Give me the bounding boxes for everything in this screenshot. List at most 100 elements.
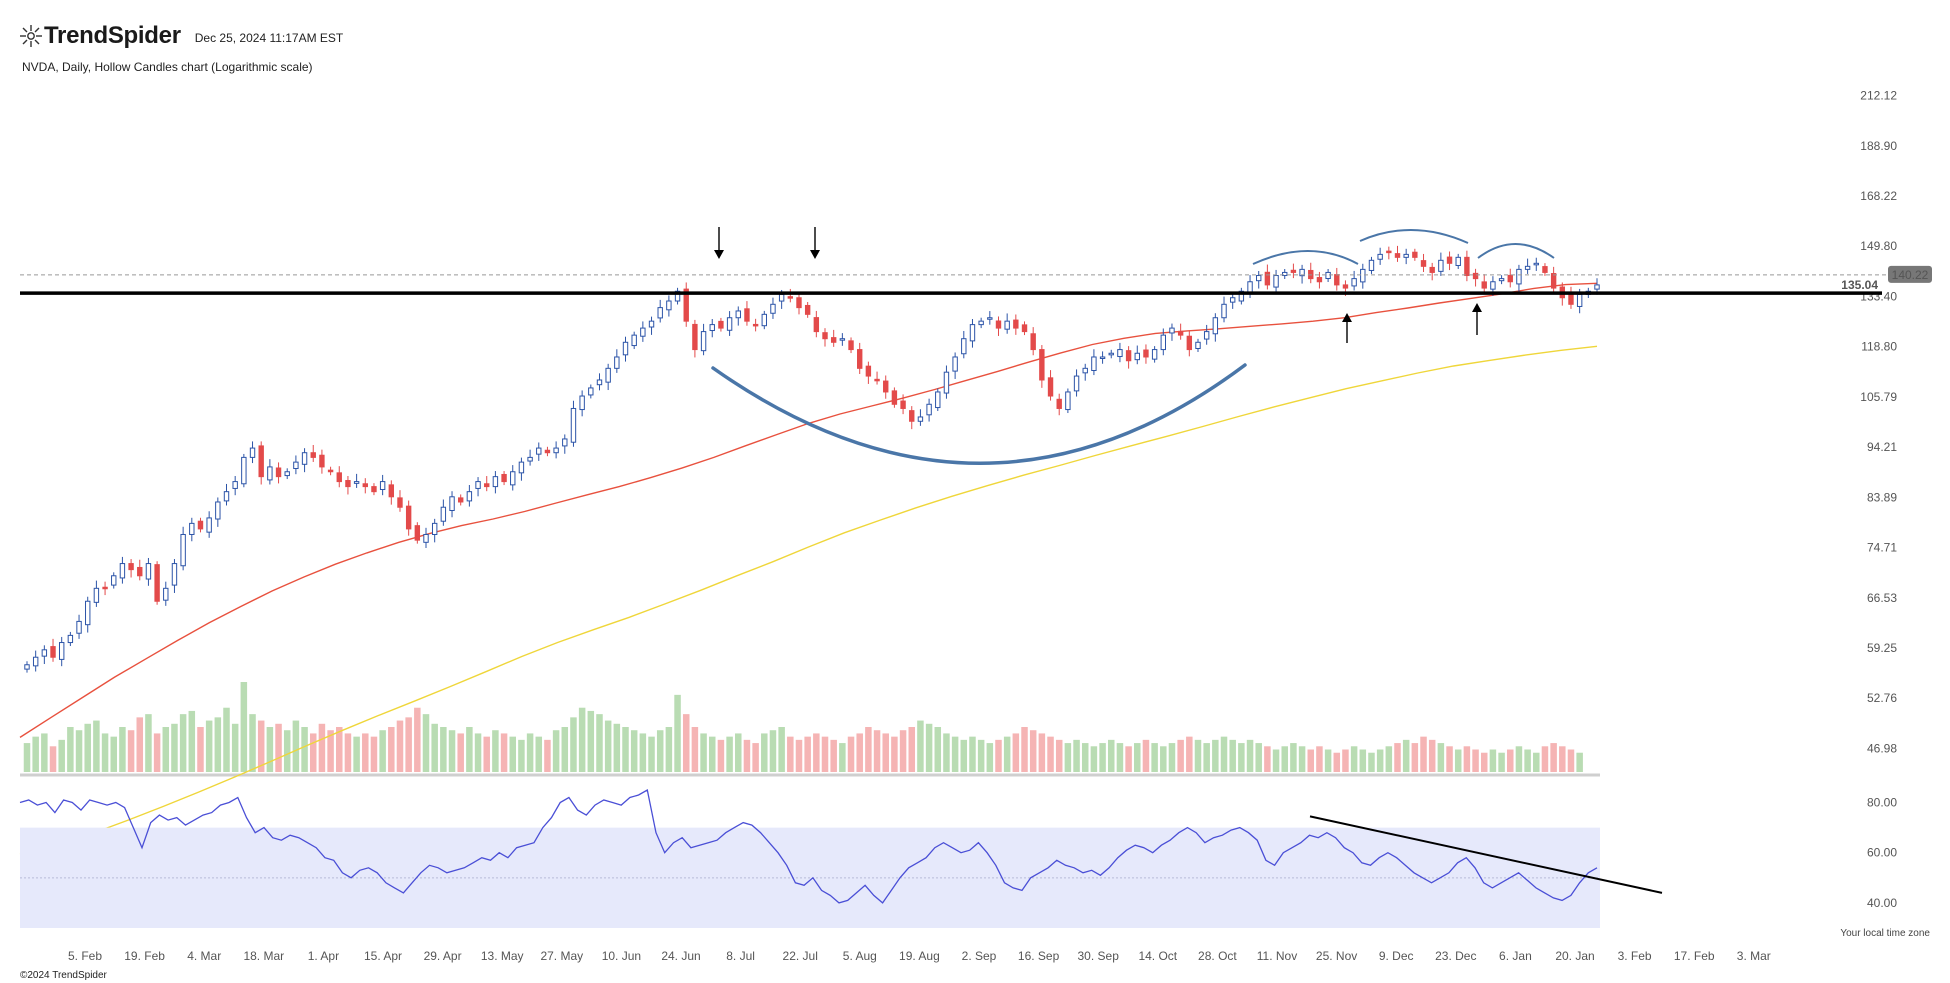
volume-bar [336,727,343,772]
volume-bar [1038,733,1046,772]
volume-bar [414,707,421,772]
candle-body [223,491,230,502]
last-price-label: 140.22 [1892,268,1929,282]
candle-body [1455,256,1461,266]
candle-body [449,496,455,511]
candle-body [189,522,195,535]
volume-bar [726,736,733,772]
candle-body [1533,262,1539,266]
volume-bar [197,727,204,772]
date-axis-tick: 3. Mar [1737,949,1771,963]
candle-body [1394,253,1401,258]
date-axis-tick: 25. Nov [1316,949,1357,963]
candle-body [1446,256,1453,264]
volume-bar [917,720,924,772]
candle-body [310,452,316,458]
volume-bar [1567,749,1575,772]
volume-bar [500,733,508,772]
volume-bar [1168,743,1176,772]
candle-body [1360,268,1366,283]
candle-body [961,338,967,355]
volume-bar [856,733,863,772]
candle-body [1056,398,1062,409]
volume-bar [787,736,794,772]
volume-bar [275,723,282,772]
candle-body [917,416,924,422]
brand-name: TrendSpider [44,22,181,49]
candle-body [1004,320,1010,330]
volume-bar [587,710,595,772]
volume-bar [448,730,456,772]
volume-bar [951,736,959,772]
volume-bar [526,733,534,772]
candle-body [614,356,620,369]
candle-body [32,656,39,667]
volume-bar [665,727,673,772]
candle-body [163,587,169,601]
volume-bar [474,733,482,772]
candle-body [102,586,108,590]
volume-bar [49,746,57,772]
volume-bar [145,714,152,772]
candle-body [1299,268,1305,277]
candle-body [1334,274,1340,286]
volume-bar [1064,743,1072,772]
volume-bar [301,727,308,772]
volume-bar [58,739,65,772]
volume-bar [1463,746,1471,772]
volume-bar [1385,746,1393,772]
candle-body [353,481,360,484]
volume-bar [821,736,829,772]
price-axis-tick: 74.71 [1867,541,1897,555]
volume-bar [578,707,586,772]
candle-body [900,400,906,409]
volume-bar [171,723,178,772]
candle-body [778,293,785,302]
volume-bar [23,743,31,772]
candle-body [1325,271,1331,280]
candle-body [666,300,672,311]
volume-bar [813,733,820,772]
candle-body [154,564,160,602]
volume-bar [1290,743,1297,772]
candle-body [1594,284,1600,290]
volume-bar [1090,746,1098,772]
volume-bar [266,727,274,772]
candle-body [622,341,629,356]
volume-bar [1177,739,1184,772]
candle-body [1195,341,1201,349]
candle-body [640,327,646,337]
candle-body [1229,297,1236,303]
right-shoulder-arc [1477,243,1555,259]
candle-body [987,317,993,320]
date-axis-tick: 9. Dec [1379,949,1414,963]
candle-body [1273,275,1279,288]
price-axis-tick: 46.98 [1867,742,1897,756]
candle-body [1550,273,1557,289]
volume-bar [396,720,404,772]
volume-bar [292,720,300,772]
candle-body [926,403,932,416]
candle-body [206,517,212,533]
down-arrow-head [714,250,724,259]
candle-body [1464,256,1470,277]
candle-body [891,390,898,405]
volume-bar [388,727,395,772]
candle-body [241,456,247,485]
candle-body [605,367,611,383]
candle-body [1021,324,1028,333]
volume-bar [379,730,386,772]
volume-bar [422,714,430,772]
volume-bar [960,739,968,772]
candle-body [1524,265,1531,270]
volume-bar [214,717,222,772]
candle-body [1542,266,1548,273]
volume-bar [1359,749,1367,772]
volume-bar [570,717,577,772]
volume-bar [249,714,256,772]
candle-body [1247,281,1253,293]
candle-body [562,438,568,447]
date-axis-tick: 28. Oct [1198,949,1237,963]
candle-body [544,449,551,454]
